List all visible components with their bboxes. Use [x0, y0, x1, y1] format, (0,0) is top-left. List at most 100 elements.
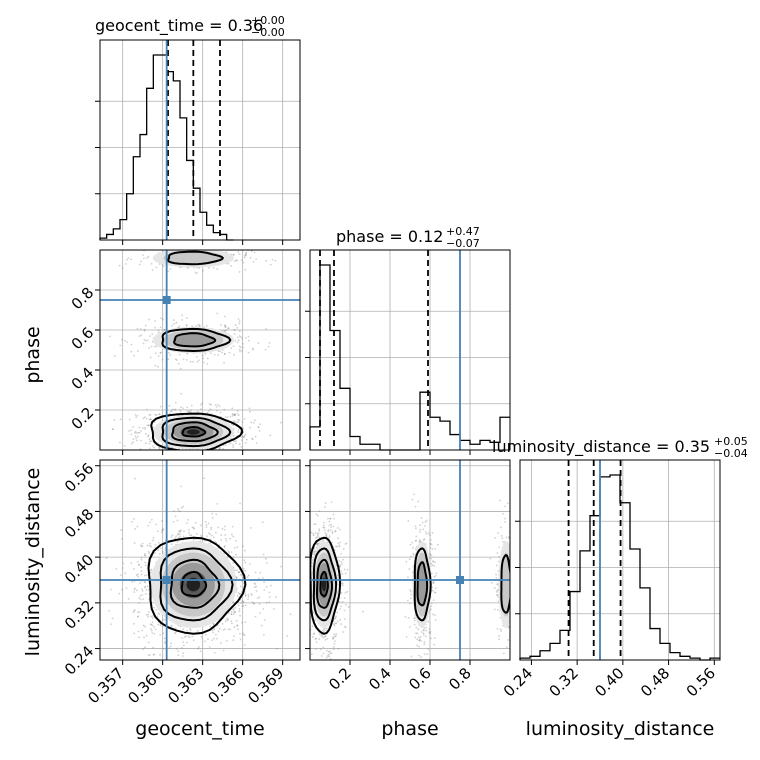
sample-point [146, 450, 148, 452]
y-tick-label: 0.8 [68, 284, 98, 314]
sample-point [199, 650, 202, 653]
sample-point [155, 266, 158, 269]
sample-point [255, 258, 258, 261]
sample-point [185, 317, 188, 320]
sample-point [341, 600, 344, 603]
sample-point [159, 653, 161, 656]
sample-point [186, 522, 188, 525]
sample-point [137, 435, 139, 438]
sample-point [188, 410, 190, 413]
sample-point [206, 411, 209, 414]
sample-point [241, 600, 244, 602]
sample-point [499, 616, 502, 619]
sample-point [149, 418, 152, 421]
sample-point [244, 248, 246, 250]
sample-point [275, 596, 278, 599]
sample-point [133, 542, 136, 544]
sample-point [237, 419, 239, 421]
sample-point [160, 531, 163, 534]
sample-point [513, 568, 515, 570]
sample-point [225, 639, 228, 642]
sample-point [108, 609, 111, 612]
contour-line [319, 570, 329, 598]
sample-point [268, 596, 271, 598]
sample-point [162, 245, 164, 247]
sample-point [514, 632, 516, 634]
sample-point [303, 663, 305, 665]
sample-point [335, 622, 338, 625]
sample-point [130, 461, 132, 463]
sample-point [434, 561, 437, 564]
sample-point [148, 347, 151, 349]
sample-point [170, 536, 173, 538]
sample-point [179, 367, 182, 370]
sample-point [164, 618, 166, 621]
sample-point [499, 628, 502, 631]
sample-point [234, 569, 236, 572]
sample-point [242, 601, 245, 604]
sample-point [242, 428, 245, 431]
sample-point [244, 594, 247, 597]
sample-point [242, 633, 245, 636]
sample-point [236, 431, 239, 433]
sample-point [362, 610, 364, 613]
sample-point [138, 431, 141, 434]
sample-point [144, 586, 146, 589]
sample-point [243, 644, 246, 646]
sample-point [152, 646, 155, 649]
sample-point [192, 526, 195, 529]
sample-point [140, 558, 143, 561]
sample-point [347, 606, 350, 608]
sample-point [177, 533, 179, 536]
sample-point [119, 344, 122, 347]
sample-point [496, 627, 499, 630]
sample-point [163, 637, 166, 640]
sample-point [185, 324, 188, 327]
sample-point [208, 266, 210, 269]
sample-point [139, 582, 141, 584]
sample-point [434, 587, 437, 590]
sample-point [118, 592, 121, 595]
sample-point [434, 614, 436, 617]
sample-point [231, 533, 233, 536]
axes-frame [309, 249, 511, 451]
sample-point [212, 244, 214, 246]
sample-point [222, 649, 225, 652]
xlabel-geocent-time: geocent_time [135, 718, 264, 740]
axes-frame [99, 249, 301, 451]
sample-point [229, 243, 231, 245]
sample-point [502, 652, 505, 655]
sample-point [178, 530, 180, 533]
sample-point [239, 593, 242, 596]
sample-point [132, 611, 135, 613]
sample-point [216, 502, 219, 505]
sample-point [179, 533, 181, 535]
sample-point [244, 604, 247, 607]
sample-point [179, 529, 182, 532]
sample-point [307, 596, 309, 598]
sample-point [424, 520, 427, 523]
sample-point [334, 635, 337, 637]
sample-point [316, 533, 319, 535]
sample-point [147, 615, 149, 618]
sample-point [180, 529, 182, 532]
sample-point [423, 538, 426, 541]
sample-point [432, 582, 435, 584]
sample-point [136, 611, 139, 614]
sample-point [318, 638, 321, 640]
sample-point [493, 608, 496, 611]
sample-point [244, 254, 247, 257]
sample-point [512, 575, 514, 577]
sample-point [306, 595, 308, 597]
sample-point [232, 639, 235, 642]
sample-point [239, 335, 242, 338]
sample-point [336, 611, 339, 614]
sample-point [143, 338, 146, 341]
sample-point [144, 339, 147, 342]
sample-point [224, 534, 227, 536]
sample-point [333, 623, 335, 626]
sample-point [169, 645, 172, 648]
sample-point [138, 636, 140, 639]
sample-point [268, 601, 271, 603]
sample-point [131, 580, 133, 583]
